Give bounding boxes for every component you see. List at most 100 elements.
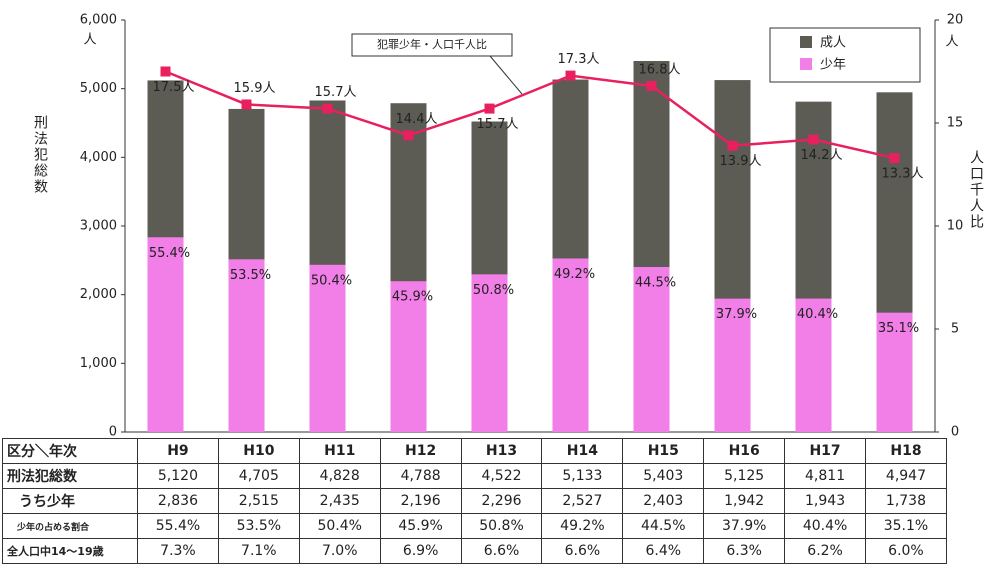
table-cell: 5,120 bbox=[137, 463, 219, 489]
share-label: 44.5% bbox=[635, 275, 676, 290]
row-label: 少年の占める割合 bbox=[2, 513, 138, 539]
callout-text: 犯罪少年・人口千人比 bbox=[377, 37, 487, 51]
legend-box bbox=[769, 27, 921, 83]
table-cell: 1,943 bbox=[784, 488, 867, 514]
table-cell: 2,527 bbox=[541, 488, 624, 514]
row-label: うち少年 bbox=[2, 488, 138, 514]
share-label: 40.4% bbox=[797, 307, 838, 322]
line-marker bbox=[889, 153, 900, 164]
table-cell: 2,196 bbox=[379, 488, 462, 514]
line-label: 15.7人 bbox=[315, 85, 357, 100]
table-cell: 5,133 bbox=[541, 463, 624, 489]
table-row: 全人口中14～19歳 7.3% 7.1% 7.0% 6.9% 6.6% 6.6% 6.4% 6.… bbox=[2, 538, 947, 564]
callout-box bbox=[351, 33, 513, 57]
header-cell: H15 bbox=[622, 438, 705, 464]
y2-tick-label: 0 bbox=[951, 425, 959, 439]
legend-label: 成人 bbox=[820, 36, 846, 51]
table-cell: 50.8% bbox=[460, 513, 543, 539]
line bbox=[165, 70, 895, 160]
y2-tick-label: 5 bbox=[951, 322, 959, 337]
table-cell: 40.4% bbox=[784, 513, 867, 539]
y2-tick-label: 15 bbox=[947, 116, 964, 131]
legend-swatch bbox=[800, 36, 812, 48]
share-label: 53.5% bbox=[230, 268, 271, 283]
data-table: 区分＼年次 H9 H10 H11 H12 H13 H14 H15 H16 H17 H18 刑法犯総数 5… bbox=[2, 438, 947, 564]
table-cell: 7.0% bbox=[298, 538, 381, 564]
table-cell: 6.9% bbox=[379, 538, 462, 564]
bar bbox=[552, 258, 589, 432]
header-cell: H10 bbox=[217, 438, 300, 464]
share-label: 50.8% bbox=[473, 283, 514, 298]
y-tick-label: 4,000 bbox=[80, 150, 117, 165]
line-marker bbox=[160, 66, 171, 77]
bar bbox=[795, 298, 832, 432]
table-row: うち少年 2,836 2,515 2,435 2,196 2,296 2,527 2,403 1… bbox=[2, 488, 947, 514]
y-unit: 人 bbox=[83, 33, 96, 48]
y2-unit: 人 bbox=[945, 35, 958, 50]
header-cell: H13 bbox=[460, 438, 543, 464]
header-cell: H17 bbox=[784, 438, 867, 464]
share-label: 49.2% bbox=[554, 267, 595, 282]
bar bbox=[390, 281, 427, 432]
line-label: 15.9人 bbox=[234, 81, 276, 96]
share-label: 35.1% bbox=[878, 321, 919, 336]
table-cell: 6.2% bbox=[784, 538, 867, 564]
table-row: 少年の占める割合 55.4% 53.5% 50.4% 45.9% 50.8% 49.2% 44… bbox=[2, 513, 947, 539]
row-label: 刑法犯総数 bbox=[2, 463, 138, 489]
share-label: 50.4% bbox=[311, 273, 352, 288]
table-cell: 4,947 bbox=[865, 463, 947, 489]
y-tick-label: 1,000 bbox=[80, 356, 117, 371]
table-cell: 4,522 bbox=[460, 463, 543, 489]
share-label: 55.4% bbox=[149, 246, 190, 261]
table-cell: 6.3% bbox=[703, 538, 786, 564]
y-tick-label: 5,000 bbox=[80, 81, 117, 96]
chart: 人 人 犯罪少年・人口千人比 0 1,000 2,000 3,000 4,000 5,00… bbox=[80, 13, 964, 439]
table-cell: 6.4% bbox=[622, 538, 705, 564]
table-cell: 6.0% bbox=[865, 538, 947, 564]
table-cell: 2,836 bbox=[137, 488, 219, 514]
table-cell: 4,811 bbox=[784, 463, 867, 489]
y-tick-label: 3,000 bbox=[80, 219, 117, 234]
line-label: 14.2人 bbox=[801, 148, 843, 163]
line-marker bbox=[403, 130, 414, 141]
line-label: 16.8人 bbox=[639, 62, 681, 77]
header-cell: H14 bbox=[541, 438, 624, 464]
table-cell: 37.9% bbox=[703, 513, 786, 539]
table-cell: 6.6% bbox=[541, 538, 624, 564]
table-cell: 4,828 bbox=[298, 463, 381, 489]
table-cell: 55.4% bbox=[137, 513, 219, 539]
bar bbox=[471, 274, 508, 432]
header-cell: H12 bbox=[379, 438, 462, 464]
legend-label: 少年 bbox=[820, 58, 846, 73]
table-cell: 50.4% bbox=[298, 513, 381, 539]
y2-tick-label: 10 bbox=[947, 219, 964, 234]
table-header-row: 区分＼年次 H9 H10 H11 H12 H13 H14 H15 H16 H17 H18 bbox=[2, 438, 947, 464]
table-cell: 2,515 bbox=[217, 488, 300, 514]
table-cell: 7.3% bbox=[137, 538, 219, 564]
line-marker bbox=[322, 103, 333, 114]
bar bbox=[876, 312, 913, 432]
share-label: 45.9% bbox=[392, 290, 433, 305]
table-cell: 5,403 bbox=[622, 463, 705, 489]
line-marker bbox=[241, 99, 252, 110]
bar bbox=[633, 266, 670, 432]
line-marker bbox=[646, 80, 657, 91]
table-cell: 2,435 bbox=[298, 488, 381, 514]
y-label: 刑法犯総数 bbox=[32, 115, 48, 195]
bar bbox=[147, 237, 184, 432]
table-cell: 49.2% bbox=[541, 513, 624, 539]
table-cell: 5,125 bbox=[703, 463, 786, 489]
table-cell: 6.6% bbox=[460, 538, 543, 564]
header-cell: H11 bbox=[298, 438, 381, 464]
table-cell: 1,738 bbox=[865, 488, 947, 514]
header-cell: H9 bbox=[137, 438, 219, 464]
line-marker bbox=[484, 103, 495, 114]
table-cell: 44.5% bbox=[622, 513, 705, 539]
table-cell: 7.1% bbox=[217, 538, 300, 564]
header-cell: 区分＼年次 bbox=[2, 438, 138, 464]
legend-swatch bbox=[800, 58, 812, 70]
y2-label: 人口千人比 bbox=[968, 150, 984, 230]
line-marker bbox=[727, 140, 738, 151]
y2-tick-label: 20 bbox=[947, 13, 964, 28]
